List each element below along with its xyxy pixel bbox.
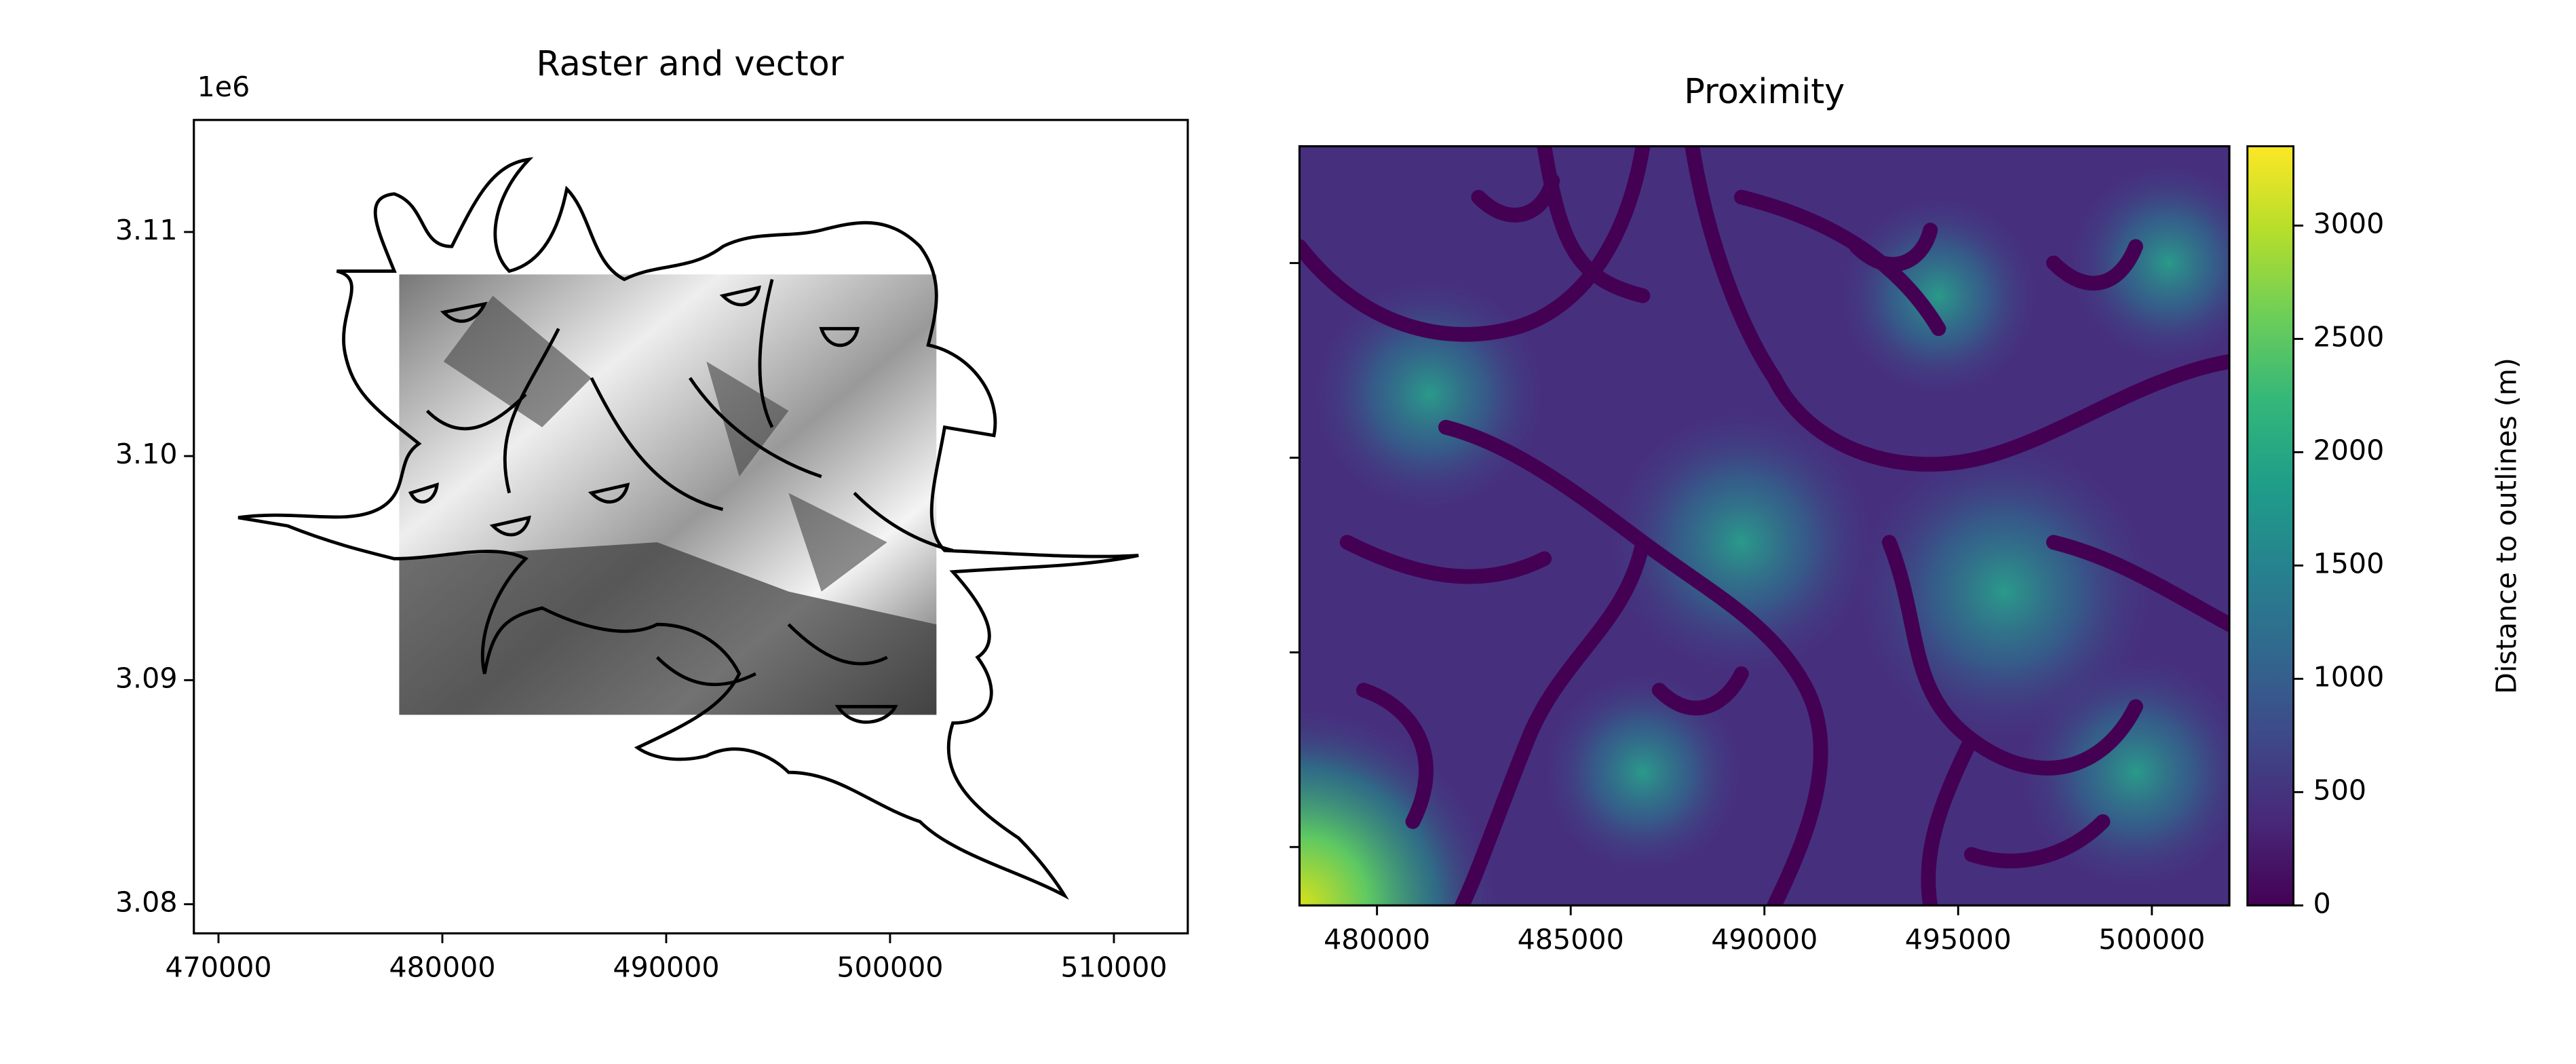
x-tick-label: 480000	[1324, 924, 1430, 956]
x-tick-label: 500000	[2098, 924, 2205, 956]
colorbar-tick-label: 1500	[2313, 547, 2385, 580]
x-tick-label: 485000	[1518, 924, 1624, 956]
proximity-image	[1299, 146, 2230, 906]
y-tick-label: 3.08	[115, 886, 178, 919]
colorbar-tick-label: 2000	[2313, 434, 2385, 466]
x-tick-label: 480000	[389, 951, 495, 984]
x-tick-label: 495000	[1905, 924, 2012, 956]
colorbar-tick-label: 0	[2313, 887, 2331, 919]
colorbar-tick-label: 3000	[2313, 207, 2385, 240]
x-tick-label: 510000	[1060, 951, 1167, 984]
y-tick-label: 3.09	[115, 662, 178, 694]
colorbar-label: Distance to outlines (m)	[2491, 358, 2523, 694]
y-tick-label: 3.11	[115, 214, 178, 246]
colorbar-tick-label: 2500	[2313, 320, 2385, 353]
colorbar-tick-label: 1000	[2313, 660, 2385, 693]
vector-outlines	[237, 157, 1139, 900]
offset-label: 1e6	[197, 71, 250, 103]
y-tick-label: 3.10	[115, 438, 178, 470]
x-tick-label: 470000	[165, 951, 271, 984]
x-tick-label: 490000	[613, 951, 719, 984]
x-tick-label: 500000	[837, 951, 943, 984]
raster	[399, 274, 937, 715]
colorbar-tick-label: 500	[2313, 774, 2367, 806]
plot-frame	[193, 119, 1189, 935]
chart-title: Proximity	[1684, 71, 1845, 111]
x-tick-label: 490000	[1711, 924, 1818, 956]
colorbar	[2246, 145, 2294, 907]
chart-title: Raster and vector	[536, 43, 843, 83]
